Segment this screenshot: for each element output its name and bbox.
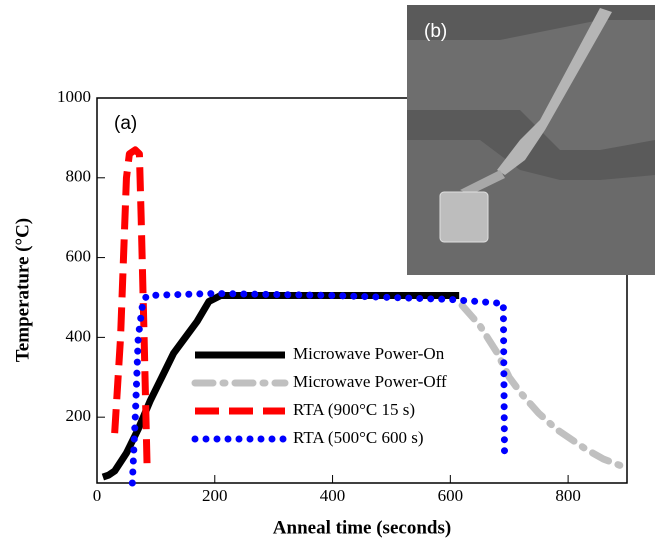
inset-image: (b) xyxy=(407,5,655,275)
x-tick-label: 200 xyxy=(202,486,228,505)
y-tick-label: 400 xyxy=(66,326,92,345)
inset-label: (b) xyxy=(424,21,447,42)
x-tick-label: 600 xyxy=(438,486,464,505)
y-tick-label: 600 xyxy=(66,246,92,265)
panel-label: (a) xyxy=(114,113,137,134)
y-tick-label: 1000 xyxy=(57,87,91,106)
chart: (a) Anneal time (seconds) Temperature (°… xyxy=(0,0,655,541)
y-tick-label: 800 xyxy=(66,167,92,186)
y-axis-label: Temperature (°C) xyxy=(12,218,33,362)
x-tick-label: 800 xyxy=(555,486,581,505)
legend-label: RTA (500°C 600 s) xyxy=(293,428,424,447)
x-axis-label: Anneal time (seconds) xyxy=(273,517,451,538)
y-tick-label: 200 xyxy=(66,406,92,425)
legend-label: RTA (900°C 15 s) xyxy=(293,400,415,419)
x-tick-label: 400 xyxy=(320,486,346,505)
legend-label: Microwave Power-On xyxy=(293,344,445,363)
series-line xyxy=(462,305,627,467)
x-tick-label: 0 xyxy=(93,486,102,505)
legend-label: Microwave Power-Off xyxy=(293,372,447,391)
